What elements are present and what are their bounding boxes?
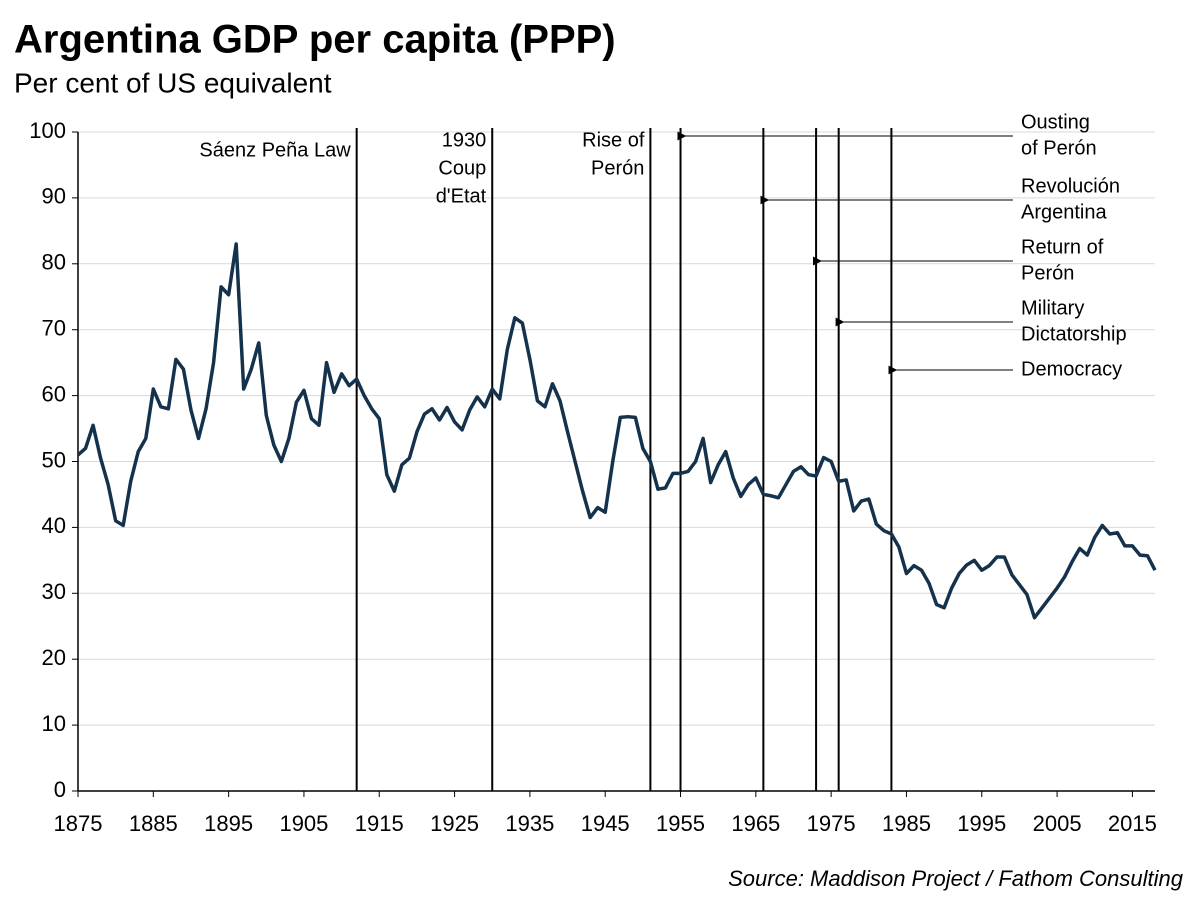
x-tick-label: 2005	[1033, 811, 1082, 836]
event-label: Return of	[1021, 236, 1104, 258]
data-line	[76, 242, 1157, 620]
event-label: of Perón	[1021, 137, 1097, 159]
event-label: d'Etat	[436, 185, 487, 207]
y-tick-label: 30	[42, 579, 66, 604]
event-label: Coup	[438, 157, 486, 179]
y-tick-label: 0	[54, 777, 66, 802]
x-tick-label: 1985	[882, 811, 931, 836]
x-tick-label: 1885	[129, 811, 178, 836]
y-tick-label: 40	[42, 513, 66, 538]
x-tick-label: 1935	[505, 811, 554, 836]
event-label: Argentina	[1021, 201, 1107, 223]
x-tick-label: 1995	[957, 811, 1006, 836]
event-label: Military	[1021, 297, 1084, 319]
event-label: Democracy	[1021, 358, 1122, 380]
chart-title: Argentina GDP per capita (PPP)	[14, 18, 616, 62]
x-tick-label: 1875	[54, 811, 103, 836]
event-label: 1930	[442, 129, 487, 151]
x-tick-label: 2015	[1108, 811, 1157, 836]
x-tick-label: 1955	[656, 811, 705, 836]
x-tick-label: 1945	[581, 811, 630, 836]
y-tick-label: 50	[42, 447, 66, 472]
x-tick-label: 1905	[279, 811, 328, 836]
y-tick-label: 60	[42, 381, 66, 406]
event-label: Perón	[591, 157, 644, 179]
event-label: Revolución	[1021, 175, 1120, 197]
y-tick-label: 100	[29, 118, 66, 143]
x-tick-label: 1925	[430, 811, 479, 836]
x-tick-label: 1895	[204, 811, 253, 836]
y-tick-label: 10	[42, 711, 66, 736]
source-note: Source: Maddison Project / Fathom Consul…	[728, 866, 1184, 891]
x-tick-label: 1975	[807, 811, 856, 836]
y-tick-label: 90	[42, 184, 66, 209]
event-label: Sáenz Peña Law	[199, 139, 351, 161]
event-label: Dictatorship	[1021, 323, 1127, 345]
y-tick-label: 20	[42, 645, 66, 670]
event-label: Rise of	[582, 129, 645, 151]
y-tick-label: 70	[42, 316, 66, 341]
y-tick-label: 80	[42, 250, 66, 275]
event-label: Ousting	[1021, 111, 1090, 133]
event-label: Perón	[1021, 262, 1074, 284]
x-tick-label: 1915	[355, 811, 404, 836]
chart-subtitle: Per cent of US equivalent	[14, 67, 332, 98]
x-tick-label: 1965	[731, 811, 780, 836]
